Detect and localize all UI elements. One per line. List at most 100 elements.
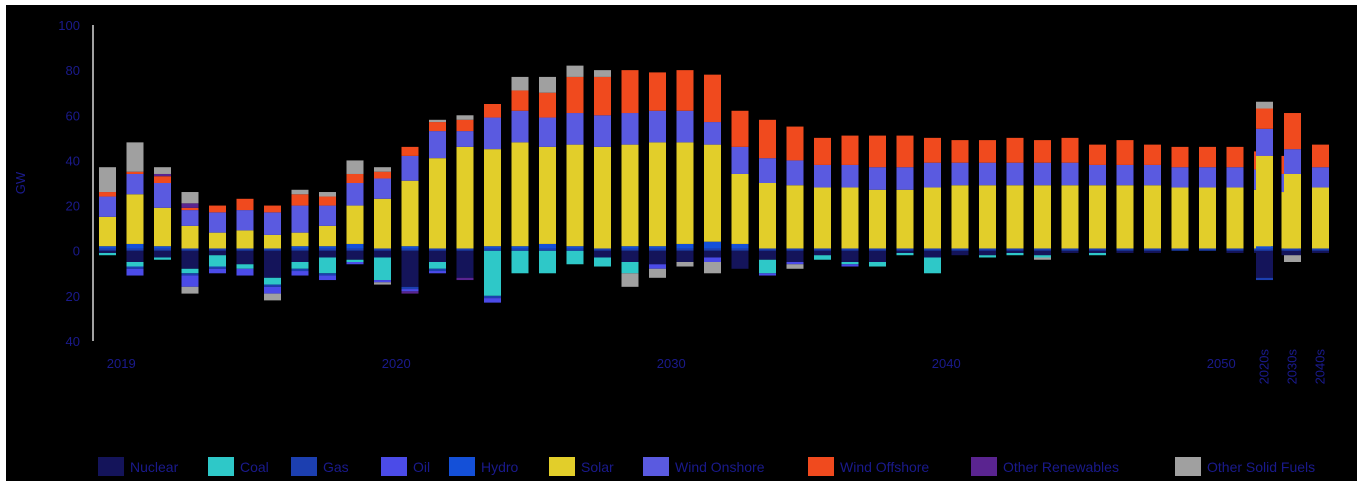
legend-swatch-wind-onshore [643, 457, 669, 476]
bar-gas-10 [346, 248, 364, 251]
bar-solar-6 [236, 230, 254, 249]
bar-hydro-15 [484, 246, 501, 249]
bar-hydro-24 [731, 243, 749, 249]
y-tick-label: 80 [66, 63, 80, 78]
bar-hydro-16 [511, 246, 529, 249]
bar-wind-onshore-5 [209, 212, 226, 233]
bar-nuclear-neg-8 [291, 250, 309, 262]
bar-other-solid-fuels-neg-23 [704, 262, 721, 274]
bar-hydro-22 [676, 243, 694, 249]
bar-oil-neg-28 [841, 264, 859, 267]
bar-gas-14 [456, 248, 474, 251]
bar-solar-34 [1006, 185, 1024, 249]
bar-coal-neg-10 [346, 259, 364, 262]
bar-wind-offshore-25 [759, 119, 776, 159]
bar-coal-neg-6 [236, 264, 254, 269]
bar-gas-6 [236, 248, 254, 251]
legend-label-wind-onshore: Wind Onshore [675, 459, 765, 475]
bar-hydro-18 [566, 246, 584, 249]
y-tick-label: 20 [66, 199, 80, 214]
bar-gas-29 [869, 248, 886, 251]
bar-gas-2 [126, 248, 144, 251]
bar-gas-23 [704, 248, 721, 251]
bar-nuclear-neg-36 [1061, 250, 1079, 253]
bar-nuclear-neg-2 [126, 250, 144, 262]
bar-other-solid-fuels-2 [126, 142, 144, 172]
bar-other-solid-fuels-9 [319, 192, 336, 197]
bar-other-solid-fuels-11 [374, 167, 391, 172]
legend-swatch-solar [549, 457, 575, 476]
bar-wind-offshore-5 [209, 205, 226, 213]
bar-oil-neg-5 [209, 268, 226, 274]
bar-nuclear-neg-34 [1006, 250, 1024, 253]
bar-solar-4 [181, 225, 199, 249]
summary-tick-label: 2030s [1285, 349, 1300, 385]
bar-gas-neg-15 [484, 295, 501, 299]
bar-gas-neg-2020s [1256, 277, 1273, 281]
bar-solar-17 [539, 146, 556, 244]
bar-wind-onshore-15 [484, 117, 501, 150]
bar-wind-onshore-6 [236, 210, 254, 231]
bar-other-solid-fuels-4 [181, 192, 199, 204]
bar-gas-neg-4 [181, 273, 199, 276]
bar-solar-20 [621, 144, 639, 247]
bar-solar-9 [319, 225, 336, 247]
bar-solar-16 [511, 142, 529, 247]
bar-nuclear-neg-13 [429, 250, 446, 262]
bar-gas-9 [319, 248, 336, 251]
bar-gas-24 [731, 248, 749, 251]
bar-solar-29 [869, 189, 886, 249]
bar-wind-offshore-27 [814, 137, 831, 165]
bar-wind-offshore-24 [731, 110, 749, 147]
bar-oil-neg-9 [319, 275, 336, 281]
bar-wind-offshore-23 [704, 74, 721, 123]
bar-solar-12 [401, 180, 419, 247]
bar-wind-offshore-19 [594, 76, 611, 116]
bar-wind-onshore-13 [429, 131, 446, 159]
bar-wind-onshore-2030s [1284, 149, 1301, 174]
bar-solar-32 [951, 185, 969, 249]
bar-wind-offshore-21 [649, 72, 666, 111]
bar-wind-onshore-4 [181, 210, 199, 226]
bar-other-solid-fuels-3 [154, 167, 171, 174]
bar-coal-neg-5 [209, 255, 226, 267]
bar-coal-neg-15 [484, 250, 501, 296]
bar-nuclear-neg-2020s [1256, 250, 1273, 278]
bar-oil-neg-2 [126, 268, 144, 276]
bar-nuclear-neg-39 [1144, 250, 1161, 253]
bar-wind-onshore-25 [759, 158, 776, 183]
bar-nuclear-neg-33 [979, 250, 996, 256]
summary-tick-label: 2020s [1257, 349, 1272, 385]
bar-nuclear-neg-5 [209, 250, 226, 256]
legend-label-other-renewables: Other Renewables [1003, 459, 1119, 475]
bar-solar-13 [429, 158, 446, 249]
bar-wind-onshore-33 [979, 162, 996, 186]
bar-solar-25 [759, 183, 776, 249]
bar-solar-15 [484, 149, 501, 247]
bar-coal-neg-4 [181, 268, 199, 274]
bar-gas-neg-12 [401, 286, 419, 290]
bar-wind-offshore-35 [1034, 140, 1051, 163]
bar-hydro-20 [621, 246, 639, 249]
bar-wind-offshore-3 [154, 176, 171, 183]
bar-coal-neg-7 [264, 277, 281, 285]
bar-solar-1 [99, 216, 116, 247]
bar-other-renewables-3 [154, 173, 171, 177]
bar-solar-22 [676, 142, 694, 244]
bar-wind-onshore-21 [649, 110, 666, 143]
bar-nuclear-neg-29 [869, 250, 886, 262]
bar-gas-12 [401, 248, 419, 251]
bar-wind-offshore-2 [126, 171, 144, 174]
bar-wind-offshore-22 [676, 70, 694, 111]
bar-wind-offshore-29 [869, 135, 886, 168]
bar-wind-onshore-31 [924, 162, 941, 188]
bar-gas-33 [979, 248, 996, 251]
bar-wind-onshore-42 [1226, 167, 1244, 188]
bar-wind-offshore-28 [841, 135, 859, 165]
bar-hydro-10 [346, 243, 364, 249]
bar-wind-onshore-12 [401, 155, 419, 181]
bar-nuclear-neg-35 [1034, 250, 1051, 256]
bar-solar-18 [566, 144, 584, 247]
y-axis-label: GW [13, 171, 28, 194]
bar-gas-42 [1226, 248, 1244, 251]
